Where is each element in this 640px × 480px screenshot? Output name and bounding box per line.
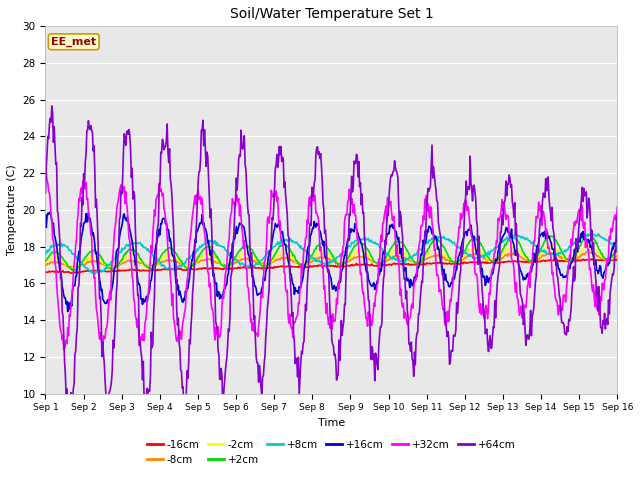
+64cm [201, 127, 209, 132]
+32cm [42, 171, 50, 177]
Title: Soil/Water Temperature Set 1: Soil/Water Temperature Set 1 [230, 7, 433, 21]
-16cm [614, 256, 621, 262]
+2cm [52, 249, 60, 255]
+16cm [47, 210, 54, 216]
-16cm [67, 270, 75, 276]
Line: -2cm: -2cm [45, 245, 618, 269]
-16cm [42, 270, 49, 276]
+64cm [170, 252, 178, 258]
Y-axis label: Temperature (C): Temperature (C) [7, 165, 17, 255]
+16cm [42, 212, 49, 218]
+8cm [419, 243, 426, 249]
+64cm [52, 160, 60, 166]
+2cm [402, 245, 410, 251]
+8cm [91, 271, 99, 277]
+16cm [419, 238, 427, 243]
-16cm [402, 262, 410, 267]
-2cm [588, 242, 595, 248]
+16cm [403, 276, 410, 281]
-2cm [111, 264, 119, 270]
X-axis label: Time: Time [318, 418, 345, 428]
-2cm [614, 250, 621, 255]
-16cm [170, 266, 177, 272]
-16cm [52, 269, 60, 275]
+16cm [113, 249, 120, 255]
-8cm [614, 252, 621, 258]
+32cm [403, 318, 410, 324]
-2cm [419, 258, 426, 264]
+2cm [200, 247, 207, 252]
-2cm [200, 252, 207, 258]
Text: EE_met: EE_met [51, 36, 96, 47]
+8cm [402, 255, 410, 261]
+2cm [170, 248, 177, 253]
Line: +16cm: +16cm [45, 213, 618, 312]
+32cm [113, 213, 120, 218]
+8cm [614, 243, 621, 249]
-8cm [170, 258, 177, 264]
Line: +64cm: +64cm [45, 106, 618, 417]
+2cm [614, 244, 621, 250]
Line: +32cm: +32cm [45, 174, 618, 350]
+8cm [588, 231, 595, 237]
+8cm [52, 243, 60, 249]
+2cm [111, 265, 119, 271]
+16cm [170, 259, 178, 264]
+64cm [419, 262, 427, 267]
+8cm [170, 267, 177, 273]
-16cm [111, 268, 119, 274]
+2cm [419, 256, 426, 262]
+32cm [614, 204, 621, 210]
+16cm [64, 309, 72, 314]
-8cm [582, 249, 590, 255]
-16cm [588, 256, 595, 262]
Line: -16cm: -16cm [45, 259, 618, 273]
+32cm [201, 229, 209, 235]
Line: +2cm: +2cm [45, 234, 618, 270]
-8cm [147, 265, 154, 271]
+64cm [614, 216, 621, 222]
+2cm [584, 231, 592, 237]
+32cm [42, 173, 49, 179]
+32cm [419, 213, 427, 218]
+2cm [70, 267, 77, 273]
Legend: -16cm, -8cm, -2cm, +2cm, +8cm, +16cm, +32cm, +64cm: -16cm, -8cm, -2cm, +2cm, +8cm, +16cm, +3… [143, 436, 520, 469]
-8cm [111, 264, 118, 270]
+8cm [200, 241, 207, 247]
+64cm [68, 414, 76, 420]
+16cm [52, 240, 60, 246]
+32cm [52, 280, 60, 286]
-2cm [170, 253, 177, 259]
-16cm [419, 262, 426, 267]
-8cm [402, 256, 410, 262]
+16cm [614, 231, 621, 237]
Line: -8cm: -8cm [45, 252, 618, 268]
+64cm [113, 291, 120, 297]
-2cm [42, 260, 49, 266]
+8cm [42, 251, 49, 257]
Line: +8cm: +8cm [45, 234, 618, 274]
-16cm [200, 265, 207, 271]
-2cm [52, 254, 60, 260]
+64cm [403, 288, 410, 294]
+32cm [170, 319, 178, 325]
+64cm [42, 190, 49, 196]
-2cm [402, 251, 410, 257]
+2cm [42, 258, 49, 264]
+32cm [60, 347, 68, 353]
-2cm [71, 266, 79, 272]
-8cm [52, 260, 60, 265]
+64cm [48, 103, 56, 109]
-8cm [42, 263, 49, 268]
+8cm [111, 254, 119, 260]
-8cm [419, 260, 426, 265]
-8cm [200, 257, 207, 263]
+16cm [201, 225, 209, 230]
